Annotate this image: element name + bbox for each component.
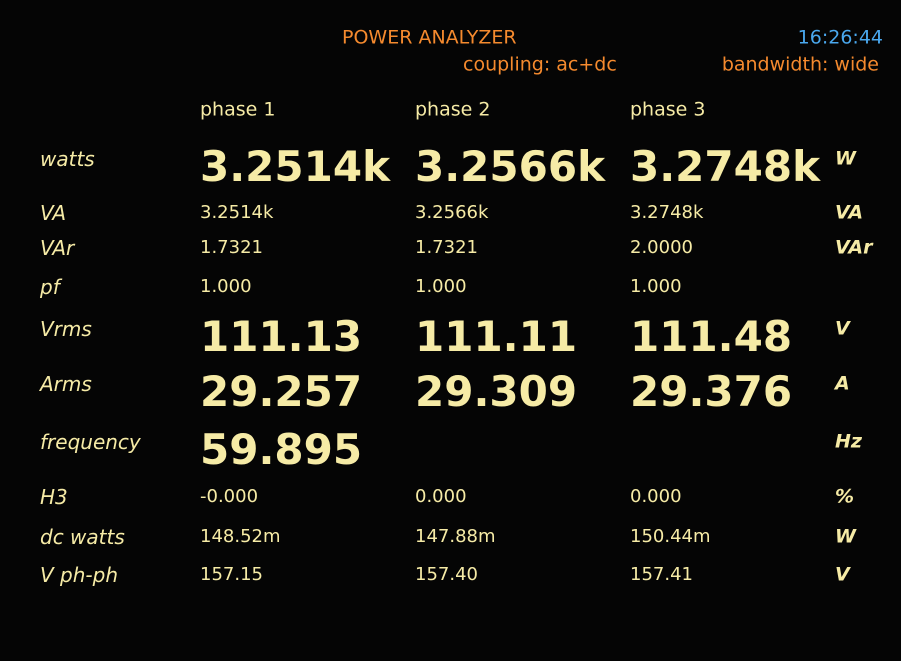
row-label: pf	[40, 277, 60, 297]
reading: 1.7321	[200, 239, 263, 257]
reading: 1.000	[415, 278, 467, 296]
row-label: dc watts	[40, 527, 125, 547]
unit: %	[835, 488, 854, 507]
reading: 1.7321	[415, 239, 478, 257]
reading: 0.000	[415, 488, 467, 506]
row-label: frequency	[40, 432, 141, 452]
reading: 147.88m	[415, 528, 496, 546]
reading: 29.309	[415, 371, 577, 413]
reading: 3.2566k	[415, 146, 605, 188]
row-label: Vrms	[40, 319, 92, 339]
unit: V	[835, 566, 850, 585]
reading: 3.2514k	[200, 204, 273, 222]
clock: 16:26:44	[798, 29, 883, 48]
reading: 59.895	[200, 429, 362, 471]
row-label: V ph-ph	[40, 565, 118, 585]
unit: A	[835, 375, 850, 394]
column-header: phase 1	[200, 101, 275, 120]
reading: 111.48	[630, 316, 792, 358]
unit: VA	[835, 204, 863, 223]
reading: 111.11	[415, 316, 577, 358]
unit: W	[835, 528, 856, 547]
reading: 3.2748k	[630, 146, 820, 188]
title: POWER ANALYZER	[342, 29, 517, 48]
reading: 150.44m	[630, 528, 711, 546]
reading: 29.257	[200, 371, 362, 413]
reading: 3.2514k	[200, 146, 390, 188]
reading: 148.52m	[200, 528, 281, 546]
reading: 1.000	[630, 278, 682, 296]
bandwidth: bandwidth: wide	[722, 56, 879, 75]
reading: 29.376	[630, 371, 792, 413]
reading: 3.2566k	[415, 204, 488, 222]
unit: W	[835, 150, 856, 169]
column-header: phase 3	[630, 101, 705, 120]
reading: 3.2748k	[630, 204, 703, 222]
reading: 157.41	[630, 566, 693, 584]
unit: V	[835, 320, 850, 339]
reading: 1.000	[200, 278, 252, 296]
reading: 157.40	[415, 566, 478, 584]
unit: Hz	[835, 433, 862, 452]
reading: 0.000	[630, 488, 682, 506]
coupling: coupling: ac+dc	[463, 56, 617, 75]
reading: 111.13	[200, 316, 362, 358]
row-label: Arms	[40, 374, 92, 394]
row-label: watts	[40, 149, 95, 169]
row-label: H3	[40, 487, 68, 507]
row-label: VAr	[40, 238, 74, 258]
unit: VAr	[835, 239, 873, 258]
reading: 157.15	[200, 566, 263, 584]
column-header: phase 2	[415, 101, 490, 120]
row-label: VA	[40, 203, 66, 223]
analyzer-screen: POWER ANALYZER 16:26:44 coupling: ac+dc …	[0, 0, 901, 661]
reading: 2.0000	[630, 239, 693, 257]
reading: -0.000	[200, 488, 258, 506]
